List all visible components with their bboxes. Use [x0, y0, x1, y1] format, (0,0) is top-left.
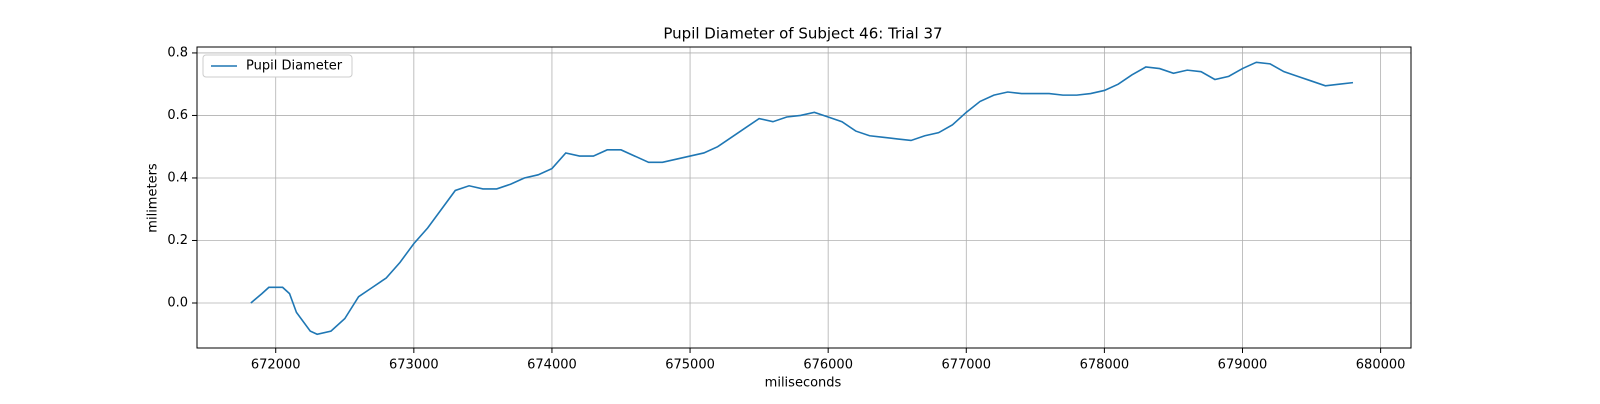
legend-label: Pupil Diameter [246, 59, 343, 74]
y-axis-label: milimeters [146, 163, 161, 233]
x-tick-label: 679000 [1218, 358, 1268, 373]
data-line [250, 61, 1354, 336]
y-tick-label: 0.2 [167, 233, 188, 248]
y-tick-label: 0.0 [167, 295, 188, 310]
x-tick-label: 675000 [665, 358, 715, 373]
y-tick-label: 0.8 [167, 45, 188, 60]
y-tick-label: 0.6 [167, 108, 188, 123]
x-tick-label: 678000 [1080, 358, 1130, 373]
x-tick-label: 674000 [527, 358, 577, 373]
y-tick-label: 0.4 [167, 170, 188, 185]
x-tick-label: 677000 [941, 358, 991, 373]
chart-title: Pupil Diameter of Subject 46: Trial 37 [663, 25, 942, 43]
x-tick-label: 673000 [389, 358, 439, 373]
x-axis-label: miliseconds [765, 376, 842, 391]
plot-frame [196, 46, 1412, 349]
x-tick-label: 676000 [803, 358, 853, 373]
legend-box [202, 54, 353, 78]
x-tick-label: 672000 [251, 358, 301, 373]
x-tick-label: 680000 [1356, 358, 1406, 373]
